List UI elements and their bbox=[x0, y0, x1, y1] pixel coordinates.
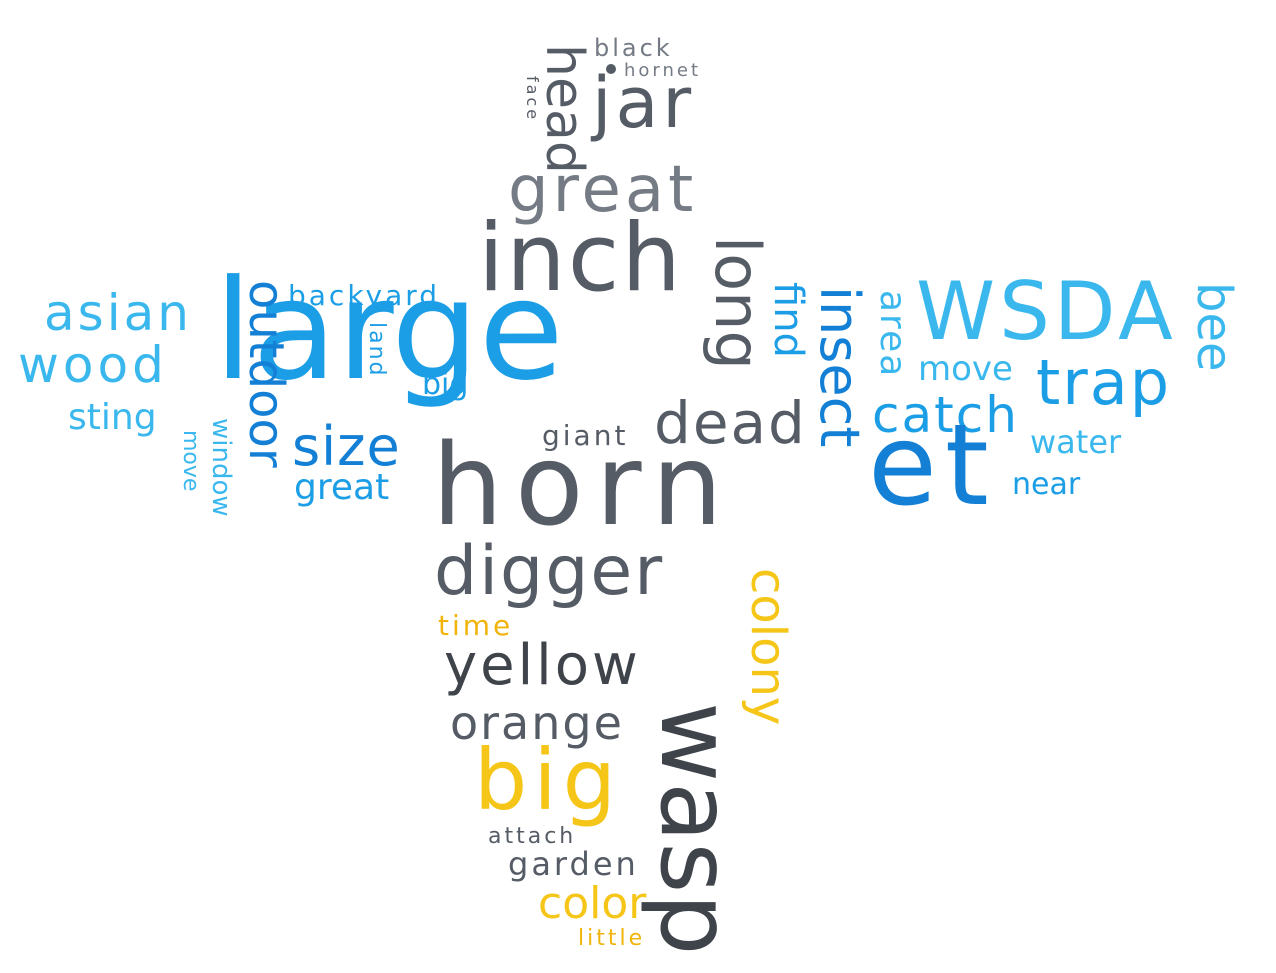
word-asian: asian bbox=[44, 284, 192, 342]
word-jar: jar bbox=[592, 62, 696, 144]
word-dead: dead bbox=[654, 389, 807, 457]
word-sting: sting bbox=[68, 397, 157, 438]
word-move-right: move bbox=[918, 349, 1013, 389]
word-garden: garden bbox=[508, 845, 639, 883]
word-outdoor: outdoor bbox=[238, 280, 294, 468]
word-large: large bbox=[214, 250, 564, 411]
word-color: color bbox=[538, 878, 647, 929]
word-find: find bbox=[765, 282, 811, 358]
word-et: et bbox=[868, 401, 997, 531]
word-big-gold: big bbox=[474, 731, 622, 829]
word-move-left: move bbox=[178, 430, 203, 492]
word-size: size bbox=[292, 415, 401, 478]
word-digger: digger bbox=[434, 532, 665, 611]
word-orange: orange bbox=[450, 696, 624, 750]
word-giant: giant bbox=[542, 419, 629, 452]
word-little: little bbox=[578, 926, 646, 951]
word-long: long bbox=[701, 236, 774, 370]
word-area: area bbox=[872, 290, 913, 379]
word-hornet-small: hornet bbox=[624, 60, 702, 81]
word-insect: insect bbox=[808, 286, 871, 448]
word-yellow: yellow bbox=[444, 633, 641, 698]
word-trap: trap bbox=[1036, 346, 1172, 419]
word-wsda: WSDA bbox=[916, 265, 1177, 358]
bullet-dot-icon bbox=[606, 64, 616, 74]
word-water: water bbox=[1030, 423, 1122, 461]
word-horn: horn bbox=[432, 421, 735, 551]
word-inch: inch bbox=[478, 204, 683, 313]
word-wood: wood bbox=[18, 336, 168, 394]
word-black: black bbox=[594, 34, 673, 62]
word-great-top: great bbox=[508, 153, 698, 227]
word-catch: catch bbox=[872, 386, 1019, 444]
word-near: near bbox=[1012, 467, 1081, 502]
word-great-blue: great bbox=[294, 467, 390, 508]
word-attach: attach bbox=[488, 824, 577, 849]
word-time: time bbox=[438, 609, 514, 642]
word-bee: bee bbox=[1186, 282, 1242, 372]
word-land: land bbox=[364, 322, 389, 378]
word-wasp: wasp bbox=[638, 702, 752, 956]
word-window: window bbox=[206, 418, 236, 517]
word-backyard: backyard bbox=[288, 279, 441, 312]
word-big-blue: big bbox=[422, 367, 469, 402]
